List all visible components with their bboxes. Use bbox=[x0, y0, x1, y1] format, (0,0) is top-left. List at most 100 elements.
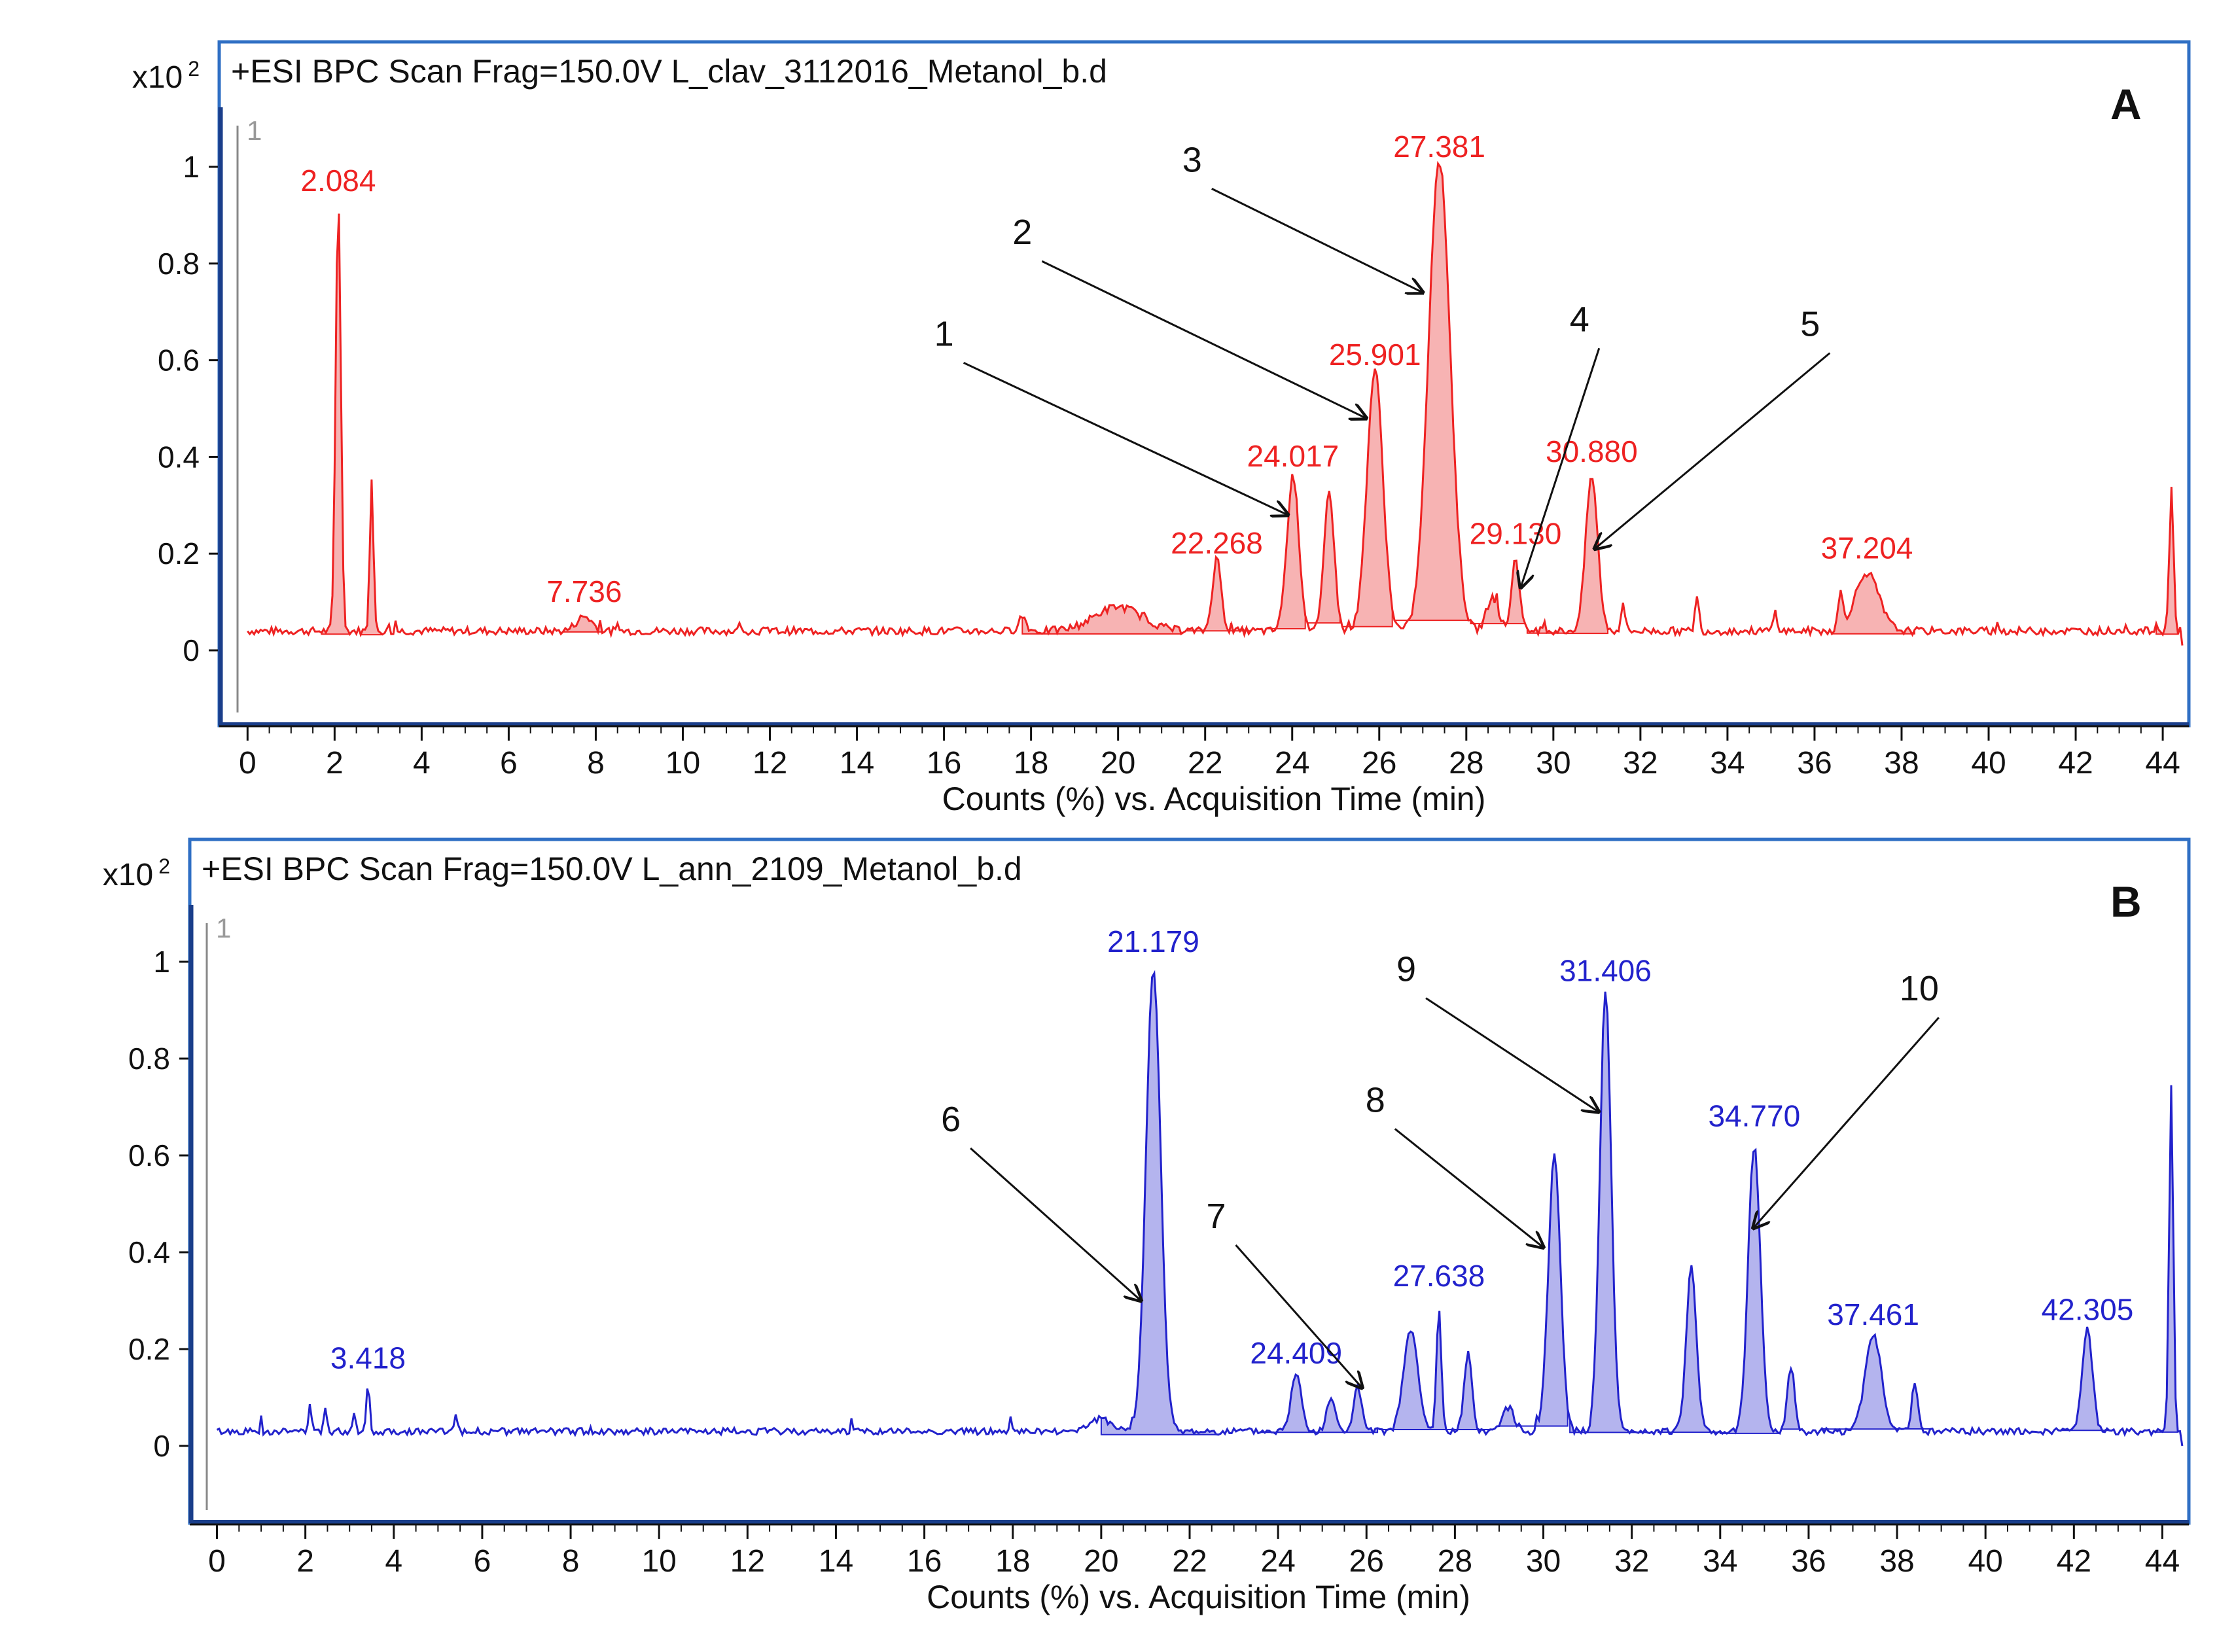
annotation-number: 9 bbox=[1396, 950, 1416, 989]
annotation-arrow bbox=[1753, 1017, 1940, 1228]
x-tick-label: 34 bbox=[1703, 1544, 1737, 1579]
panel-label: B bbox=[2110, 877, 2142, 926]
integrated-peak-area bbox=[1394, 162, 1470, 622]
y-tick-label: 0.6 bbox=[128, 1138, 170, 1172]
peak-label: 7.736 bbox=[546, 574, 622, 608]
x-tick-label: 2 bbox=[326, 746, 344, 781]
integrated-peak-area bbox=[1830, 572, 1915, 635]
peak-label: 31.406 bbox=[1559, 954, 1652, 988]
integrated-peak-area bbox=[2058, 1326, 2115, 1432]
x-tick-label: 18 bbox=[1014, 746, 1048, 781]
peak-label: 27.381 bbox=[1393, 130, 1485, 164]
x-tick-label: 26 bbox=[1362, 746, 1396, 781]
annotation-number: 6 bbox=[941, 1100, 961, 1139]
x-tick-label: 8 bbox=[587, 746, 605, 781]
annotation-number: 2 bbox=[1012, 213, 1032, 252]
x-tick-label: 42 bbox=[2057, 1544, 2091, 1579]
annotation-arrow bbox=[1425, 997, 1599, 1112]
x-tick-label: 30 bbox=[1536, 746, 1570, 781]
x-tick-label: 28 bbox=[1449, 746, 1483, 781]
peak-label: 37.204 bbox=[1821, 531, 1913, 565]
y-tick-label: 1 bbox=[183, 150, 200, 184]
x-tick-label: 38 bbox=[1879, 1544, 1914, 1579]
integrated-peak-area bbox=[1258, 1373, 1379, 1434]
peak-label: 2.084 bbox=[300, 164, 376, 198]
trace-index-label: 1 bbox=[216, 913, 231, 943]
y-tick-label: 0.6 bbox=[158, 343, 200, 378]
annotation-number: 4 bbox=[1570, 300, 1589, 339]
chart-title: +ESI BPC Scan Frag=150.0V L_clav_3112016… bbox=[231, 53, 1107, 90]
chromatogram-trace bbox=[247, 160, 2184, 646]
y-tick-label: 1 bbox=[153, 945, 170, 979]
x-tick-label: 16 bbox=[907, 1544, 942, 1579]
x-axis-label: Counts (%) vs. Acquisition Time (min) bbox=[942, 781, 1486, 817]
x-tick-label: 32 bbox=[1623, 746, 1658, 781]
peak-label: 27.638 bbox=[1393, 1259, 1485, 1293]
panel-label: A bbox=[2110, 80, 2142, 128]
annotation-arrow bbox=[1041, 260, 1366, 418]
x-tick-label: 8 bbox=[562, 1544, 580, 1579]
peak-label: 29.130 bbox=[1470, 516, 1562, 550]
x-tick-label: 12 bbox=[753, 746, 787, 781]
x-tick-label: 10 bbox=[641, 1544, 676, 1579]
x-axis-label: Counts (%) vs. Acquisition Time (min) bbox=[927, 1579, 1470, 1615]
x-tick-label: 38 bbox=[1884, 746, 1919, 781]
annotation-arrow bbox=[1235, 1244, 1362, 1388]
annotation-arrow bbox=[1394, 1128, 1544, 1247]
trace-index-label: 1 bbox=[247, 115, 262, 146]
x-tick-label: 26 bbox=[1349, 1544, 1384, 1579]
peak-label: 24.409 bbox=[1250, 1336, 1342, 1370]
annotation-arrow bbox=[1211, 188, 1423, 292]
x-tick-label: 22 bbox=[1188, 746, 1222, 781]
x-tick-label: 28 bbox=[1438, 1544, 1472, 1579]
x-tick-label: 10 bbox=[665, 746, 700, 781]
x-tick-label: 2 bbox=[296, 1544, 314, 1579]
x-tick-label: 34 bbox=[1710, 746, 1745, 781]
y-tick-label: 0 bbox=[183, 633, 200, 667]
annotation-number: 3 bbox=[1182, 140, 1202, 179]
annotation-arrow bbox=[963, 362, 1288, 515]
y-multiplier-label: x10 2 bbox=[132, 57, 200, 95]
x-tick-label: 40 bbox=[1971, 746, 2006, 781]
peak-label: 24.017 bbox=[1247, 439, 1339, 473]
x-tick-label: 24 bbox=[1260, 1544, 1295, 1579]
integrated-peak-area bbox=[1565, 478, 1608, 635]
y-tick-label: 0 bbox=[153, 1429, 170, 1463]
peak-label: 30.880 bbox=[1546, 434, 1638, 468]
annotation-arrow bbox=[970, 1147, 1141, 1301]
x-tick-label: 12 bbox=[730, 1544, 765, 1579]
x-tick-label: 36 bbox=[1797, 746, 1832, 781]
peak-label: 25.901 bbox=[1329, 338, 1421, 372]
x-tick-label: 42 bbox=[2058, 746, 2093, 781]
annotation-arrow bbox=[1521, 347, 1601, 588]
annotation-number: 7 bbox=[1207, 1197, 1226, 1236]
peak-label: 42.305 bbox=[2042, 1293, 2134, 1327]
annotation-arrow bbox=[1595, 352, 1831, 549]
x-tick-label: 36 bbox=[1791, 1544, 1826, 1579]
x-tick-label: 4 bbox=[413, 746, 431, 781]
x-tick-label: 44 bbox=[2145, 1544, 2180, 1579]
integrated-peak-area bbox=[1100, 971, 1219, 1435]
y-multiplier-label: x10 2 bbox=[103, 854, 170, 892]
x-tick-label: 32 bbox=[1614, 1544, 1649, 1579]
x-tick-label: 14 bbox=[840, 746, 874, 781]
peak-label: 37.461 bbox=[1827, 1297, 1919, 1331]
integrated-peak-area bbox=[1821, 1333, 1902, 1430]
peak-label: 22.268 bbox=[1171, 526, 1263, 560]
peak-label: 34.770 bbox=[1708, 1099, 1800, 1133]
x-tick-label: 44 bbox=[2145, 746, 2180, 781]
x-tick-label: 18 bbox=[995, 1544, 1030, 1579]
x-tick-label: 0 bbox=[208, 1544, 226, 1579]
x-tick-label: 0 bbox=[239, 746, 257, 781]
x-tick-label: 30 bbox=[1526, 1544, 1561, 1579]
x-tick-label: 20 bbox=[1101, 746, 1135, 781]
chromatogram-trace bbox=[216, 970, 2184, 1447]
x-tick-label: 14 bbox=[819, 1544, 853, 1579]
peak-label: 3.418 bbox=[330, 1341, 406, 1375]
x-tick-label: 22 bbox=[1172, 1544, 1207, 1579]
y-tick-label: 0.8 bbox=[158, 247, 200, 281]
annotation-number: 5 bbox=[1800, 305, 1820, 344]
annotation-number: 1 bbox=[934, 314, 954, 353]
x-tick-label: 4 bbox=[385, 1544, 402, 1579]
